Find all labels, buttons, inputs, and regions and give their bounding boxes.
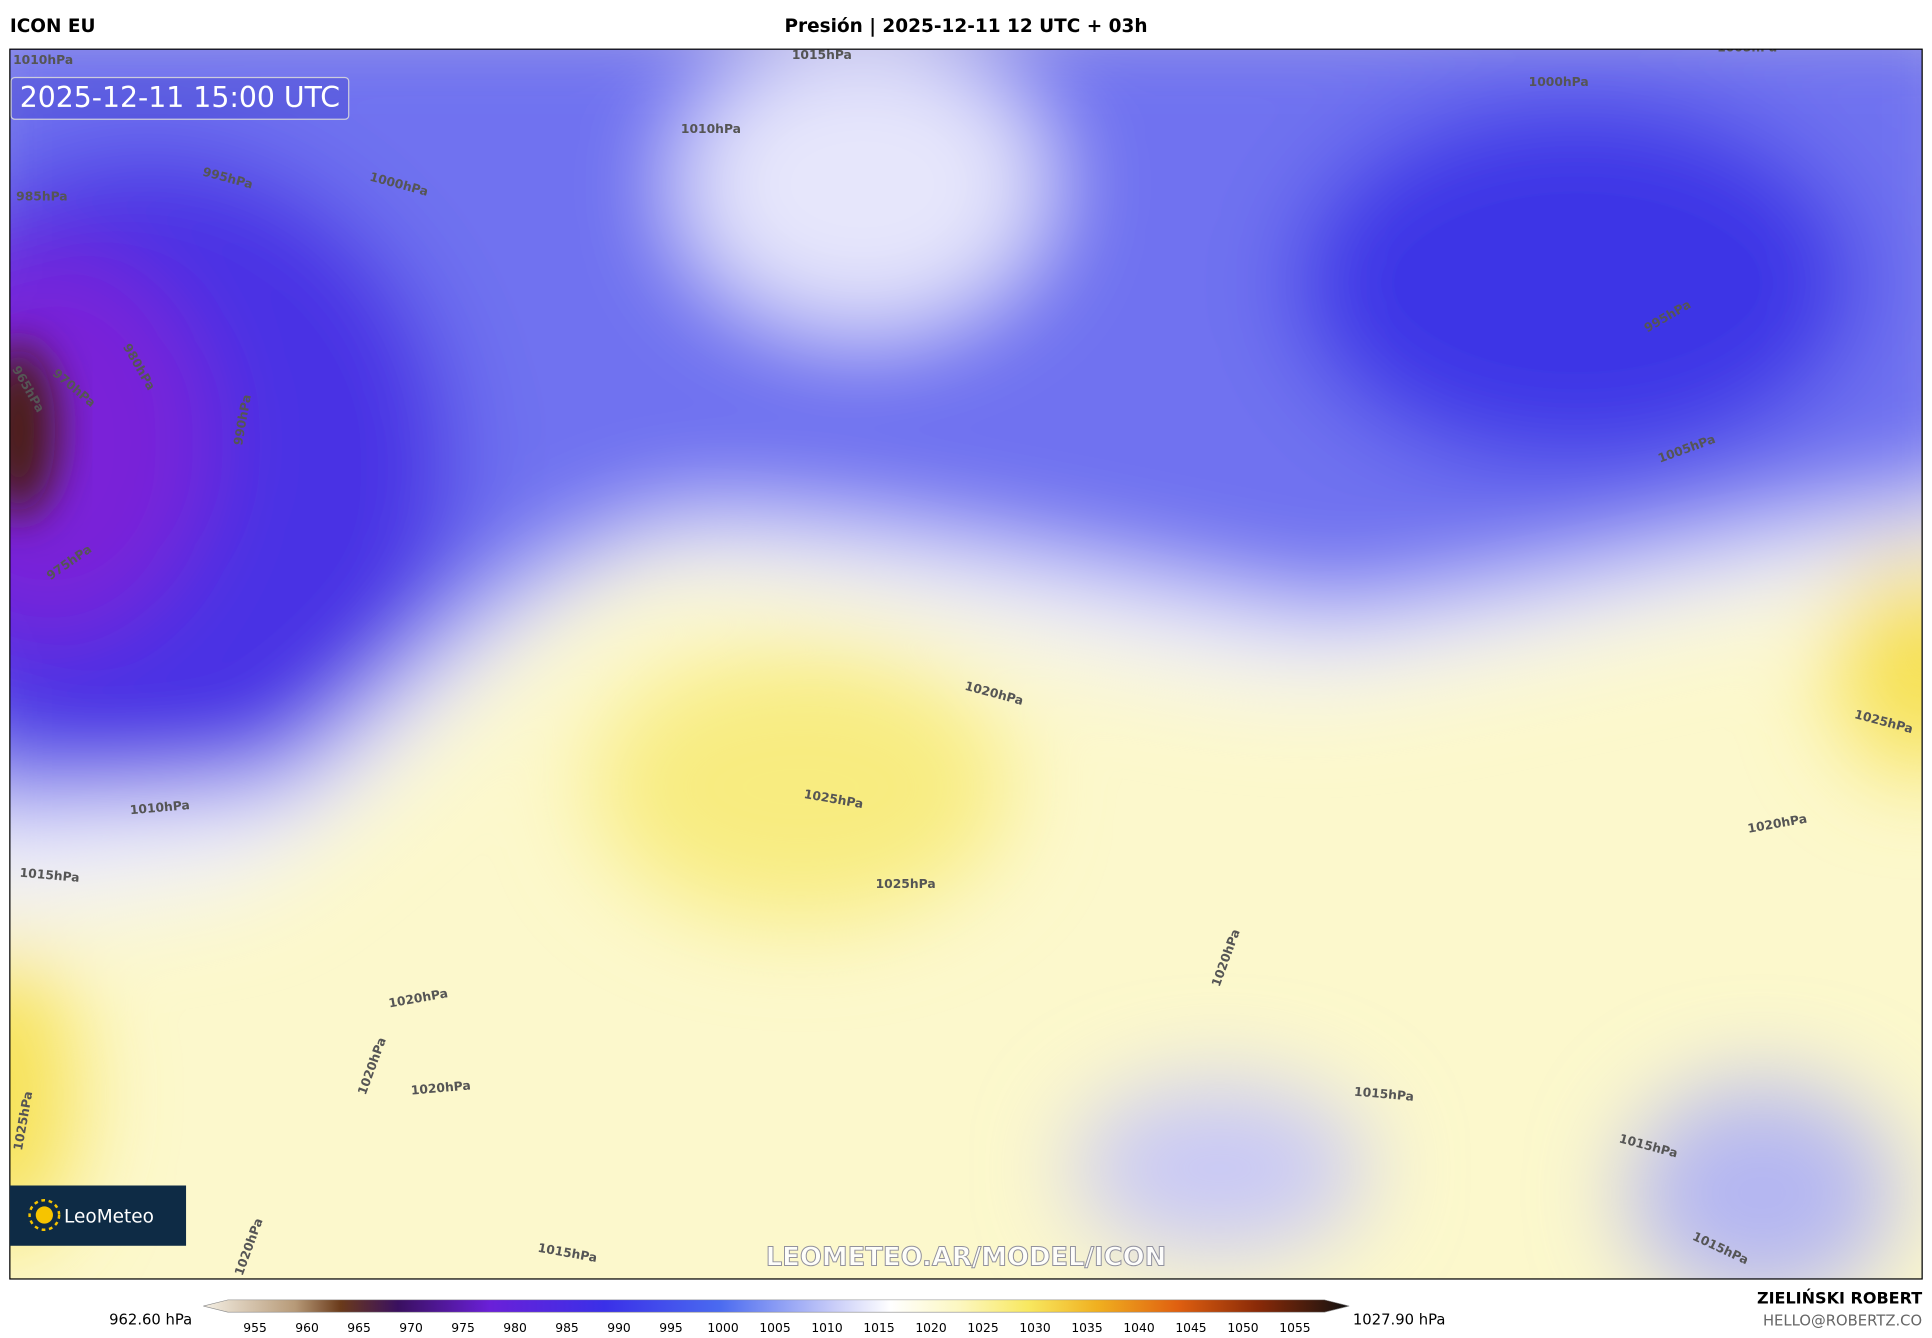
colorbar-tick-label: 1000 [707,1321,738,1335]
timestamp-box [10,76,350,120]
low-center [9,344,56,517]
colorbar-tick-label: 955 [243,1321,267,1335]
colorbar-tick-label: 1045 [1175,1321,1206,1335]
east-low [1293,98,1861,468]
isobar-label: 1010hPa [681,122,741,136]
logo-sun [35,1206,53,1224]
logo-text: LeoMeteo [64,1206,154,1227]
isobar-label: 1015hPa [1354,1085,1415,1104]
med-low [1071,1082,1368,1255]
watermark: LEOMETEO.AR/MODEL/ICON [766,1242,1167,1272]
isobar-label: 985hPa [16,189,67,203]
model-name: ICON EU [10,16,96,37]
colorbar-tick-label: 960 [295,1321,319,1335]
colorbar-tick-label: 980 [503,1321,527,1335]
map-title: Presión | 2025-12-11 12 UTC + 03h [784,16,1147,37]
atlantic-high [9,948,74,1241]
isobar-label: 1005hPa [1717,41,1777,55]
colorbar-tick-label: 985 [555,1321,579,1335]
scandinavia-pale [677,49,1048,332]
colorbar-tick-label: 975 [451,1321,475,1335]
colorbar-max: 1027.90 hPa [1353,1311,1445,1328]
colorbar-tick-label: 1010 [811,1321,842,1335]
isobar-label: 1015hPa [19,866,80,885]
east-high [1835,553,1923,775]
central-high [591,651,1011,923]
isobar-label: 1020hPa [410,1078,471,1097]
logo-rays [28,1199,61,1232]
colorbar-tick-label: 1035 [1071,1321,1102,1335]
author: ZIELIŃSKI ROBERT [1757,1289,1922,1308]
colorbar-min: 962.60 hPa [109,1311,192,1328]
colorbar-tick-label: 970 [399,1321,423,1335]
colorbar-tick-label: 1015 [863,1321,894,1335]
shading [9,49,1923,1279]
west-low-core [9,246,210,640]
colorbar-tick-label: 1020 [915,1321,946,1335]
contact: HELLO@ROBERTZ.CO [1763,1313,1922,1330]
isobar-label: 1000hPa [1529,75,1589,89]
colorbar-tick-label: 1025 [967,1321,998,1335]
isobar-label: 1015hPa [792,48,852,62]
colorbar-tick-label: 1030 [1019,1321,1050,1335]
isobar-label: 1025hPa [876,877,936,891]
colorbar-tick-label: 1050 [1227,1321,1258,1335]
isobar-label: 1010hPa [129,798,190,817]
isobar-label: 1010hPa [13,53,73,67]
colorbar-tick-label: 990 [607,1321,631,1335]
colorbar-tick-label: 1005 [759,1321,790,1335]
map-frame [9,48,1923,1280]
east-med-low [1626,1082,1898,1279]
pressure-field: 1010hPa 1015hPa1005hPa1000hPa1010hPa995hP… [9,41,1923,1279]
colorbar-tick-label: 1040 [1123,1321,1154,1335]
colorbar-tick-label: 995 [659,1321,683,1335]
colorbar-ticks: 955 960 965 970 975 980 985 990 995 1000 1005 1010 1… [243,1321,1310,1335]
colorbar-tick-label: 965 [347,1321,371,1335]
colorbar [203,1299,1350,1313]
colorbar-tick-label: 1055 [1279,1321,1310,1335]
timestamp: 2025-12-11 15:00 UTC [20,81,340,114]
